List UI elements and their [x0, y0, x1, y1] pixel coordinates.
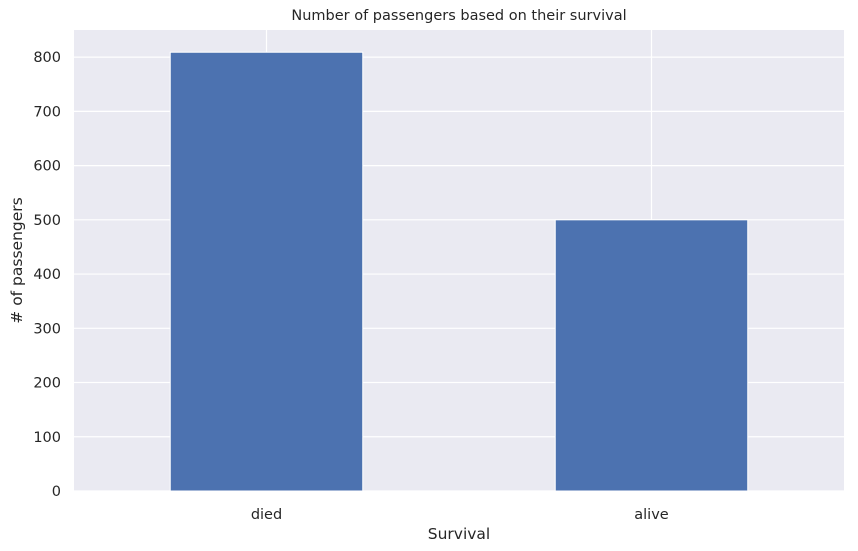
x-axis-label: Survival [428, 525, 491, 543]
y-tick-label: 300 [33, 321, 61, 337]
y-tick-label: 800 [33, 50, 61, 66]
bars [169, 51, 749, 492]
x-tick-label-died: died [251, 507, 282, 523]
y-axis-label: # of passengers [8, 197, 26, 323]
chart-title: Number of passengers based on their surv… [291, 8, 626, 24]
bar-alive [554, 219, 749, 492]
x-axis-ticks: died alive [251, 507, 669, 523]
y-tick-label: 700 [33, 104, 61, 120]
y-tick-label: 500 [33, 213, 61, 229]
x-tick-label-alive: alive [634, 507, 669, 523]
y-tick-label: 0 [52, 484, 61, 500]
y-tick-label: 200 [33, 376, 61, 392]
bar-died [169, 51, 364, 492]
y-tick-label: 400 [33, 267, 61, 283]
y-axis-ticks: 0 100 200 300 400 500 600 700 800 [33, 50, 61, 500]
y-tick-label: 100 [33, 430, 61, 446]
y-tick-label: 600 [33, 159, 61, 175]
